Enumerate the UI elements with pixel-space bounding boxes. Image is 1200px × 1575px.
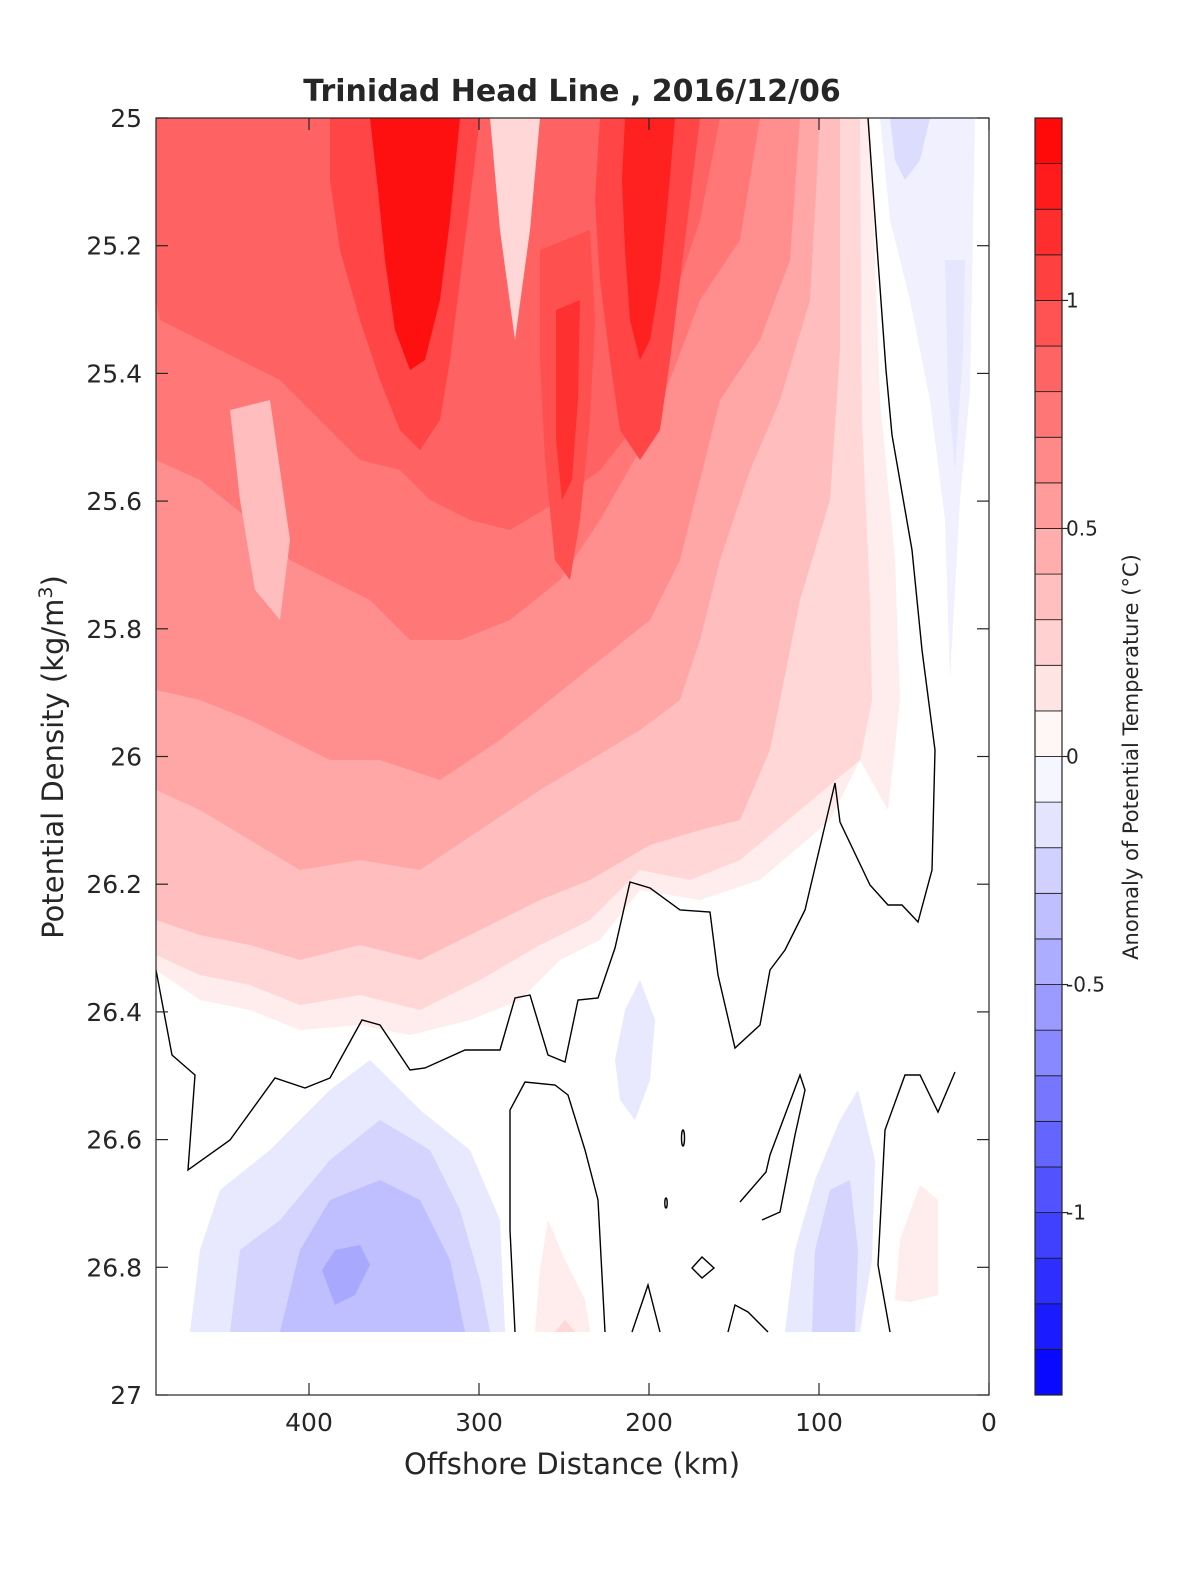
- colorbar-segment: [1034, 117, 1063, 165]
- zero-contour-small-3: [664, 1197, 668, 1209]
- cool-region-10: [945, 260, 965, 470]
- colorbar-segment: [1034, 847, 1063, 894]
- colorbar-axis: 1 0.5 0 -0.5 -1: [1062, 288, 1105, 1225]
- colorbar-segment: [1034, 1166, 1063, 1213]
- light-streak-2: [230, 400, 290, 620]
- y-tick-label: 26.8: [86, 1253, 142, 1282]
- y-tick-label: 26: [110, 743, 142, 772]
- zero-contours: [156, 118, 956, 1333]
- zero-contour-small-1: [691, 1256, 716, 1279]
- colorbar-segment: [1034, 391, 1063, 438]
- no-data-region: [156, 1332, 989, 1395]
- y-tick-label: 25.4: [86, 359, 142, 388]
- y-axis-label-main: Potential Density (kg/m: [36, 599, 70, 939]
- y-axis-label-close: ): [36, 575, 70, 586]
- zero-contour-bottom-1: [631, 1282, 661, 1333]
- y-tick-label: 26.6: [86, 1126, 142, 1155]
- y-tick-label: 25.6: [86, 487, 142, 516]
- anomaly-field: [156, 118, 989, 1395]
- colorbar-tick-label: -0.5: [1066, 973, 1105, 997]
- x-axis-label: Offshore Distance (km): [404, 1447, 740, 1481]
- x-axis: 400 300 200 100 0: [285, 118, 997, 1437]
- y-tick-label: 26.2: [86, 870, 142, 899]
- colorbar-segment: [1034, 938, 1063, 985]
- zero-contour-lower: [509, 1081, 606, 1333]
- colorbar-tick-label: -1: [1066, 1201, 1086, 1225]
- x-tick-label: 400: [285, 1408, 333, 1437]
- colorbar-segment: [1034, 801, 1063, 849]
- colorbar-segment: [1034, 710, 1063, 757]
- warm-region-12: [622, 118, 675, 360]
- colorbar-tick-label: 0: [1066, 745, 1079, 769]
- zero-contour-small-2: [680, 1129, 686, 1147]
- colorbar-segment: [1034, 892, 1063, 940]
- zero-contour-main: [156, 118, 936, 1172]
- warm-region-13: [556, 300, 580, 500]
- colorbar-label: Anomaly of Potential Temperature (°C): [1119, 554, 1143, 960]
- cool-region-9: [890, 118, 930, 180]
- colorbar-segment: [1034, 1212, 1063, 1259]
- x-tick-label: 200: [625, 1408, 673, 1437]
- colorbar-segment: [1034, 573, 1063, 621]
- x-tick-label: 300: [455, 1408, 503, 1437]
- colorbar-segment: [1034, 1120, 1063, 1168]
- colorbar-segment: [1034, 1075, 1063, 1122]
- chart-title: Trinidad Head Line , 2016/12/06: [303, 74, 840, 109]
- colorbar-tick-label: 0.5: [1066, 516, 1098, 540]
- colorbar-segment: [1034, 756, 1063, 803]
- colorbar-segment: [1034, 482, 1063, 529]
- colorbar-tick-label: 1: [1066, 288, 1079, 312]
- cool-region-5: [615, 980, 655, 1120]
- colorbar-segment: [1034, 300, 1063, 347]
- zero-contour-bottom-2: [727, 1303, 769, 1333]
- warm-region-11: [370, 118, 460, 370]
- light-streak-1: [490, 118, 540, 340]
- colorbar-segment: [1034, 208, 1063, 256]
- zero-contour-right-2: [877, 1071, 956, 1333]
- colorbar-segment: [1034, 984, 1063, 1031]
- y-axis: 25 25.2 25.4 25.6 25.8 26 26.2 26.4 26.6 26.8 27: [86, 104, 989, 1410]
- y-tick-label: 25.2: [86, 232, 142, 261]
- zero-contour-right-1: [739, 1072, 806, 1221]
- y-tick-label: 26.4: [86, 998, 142, 1027]
- colorbar-segment: [1034, 345, 1063, 393]
- colorbar-segment: [1034, 664, 1063, 712]
- colorbar: [1034, 117, 1063, 1396]
- cool-region-4: [322, 1245, 370, 1305]
- colorbar-segment: [1034, 619, 1063, 666]
- x-tick-label: 100: [795, 1408, 843, 1437]
- colorbar-segment: [1034, 1348, 1063, 1396]
- y-axis-label: Potential Density (kg/m3): [35, 575, 70, 939]
- colorbar-segment: [1034, 254, 1063, 301]
- x-tick-label: 0: [981, 1408, 997, 1437]
- y-tick-label: 27: [110, 1381, 142, 1410]
- cool-region-7: [812, 1180, 858, 1332]
- cool-region-3: [280, 1180, 465, 1332]
- colorbar-segment: [1034, 163, 1063, 210]
- y-tick-label: 25.8: [86, 615, 142, 644]
- colorbar-segment: [1034, 1257, 1063, 1305]
- warm-patch-3: [895, 1185, 938, 1302]
- y-tick-label: 25: [110, 104, 142, 133]
- colorbar-segment: [1034, 1303, 1063, 1350]
- cool-region-8: [880, 118, 975, 680]
- colorbar-segment: [1034, 528, 1063, 575]
- warm-patch-2: [555, 1320, 575, 1332]
- warm-patch-1: [535, 1220, 590, 1332]
- colorbar-segment: [1034, 436, 1063, 484]
- colorbar-segment: [1034, 1029, 1063, 1077]
- y-axis-label-sup: 3: [35, 586, 57, 598]
